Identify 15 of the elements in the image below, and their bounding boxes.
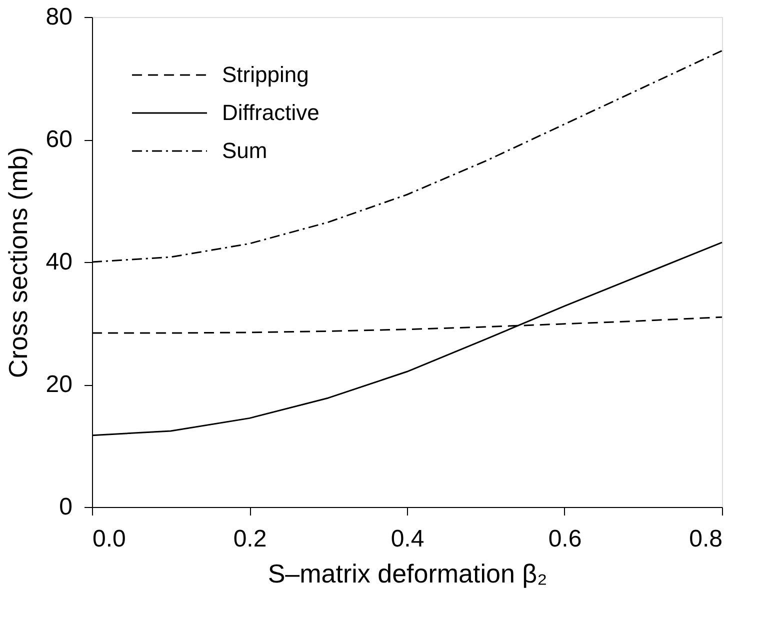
legend-label: Stripping xyxy=(222,62,309,87)
x-tick-label: 0.4 xyxy=(390,526,424,552)
x-tick-label: 0.0 xyxy=(92,526,126,552)
y-tick-label: 40 xyxy=(46,248,72,276)
x-tick-label: 0.6 xyxy=(548,526,582,552)
legend-label: Diffractive xyxy=(222,100,320,125)
y-tick-label: 20 xyxy=(46,371,72,398)
y-tick-label: 60 xyxy=(46,126,72,153)
x-axis-title: S–matrix deformation β₂ xyxy=(268,558,548,588)
y-tick-label: 0 xyxy=(59,494,72,520)
x-tick-label: 0.8 xyxy=(689,526,722,552)
y-axis-title: Cross sections (mb) xyxy=(2,146,33,378)
x-tick-label: 0.2 xyxy=(233,526,267,552)
legend-label: Sum xyxy=(222,138,268,163)
y-tick-label: 80 xyxy=(46,4,72,30)
